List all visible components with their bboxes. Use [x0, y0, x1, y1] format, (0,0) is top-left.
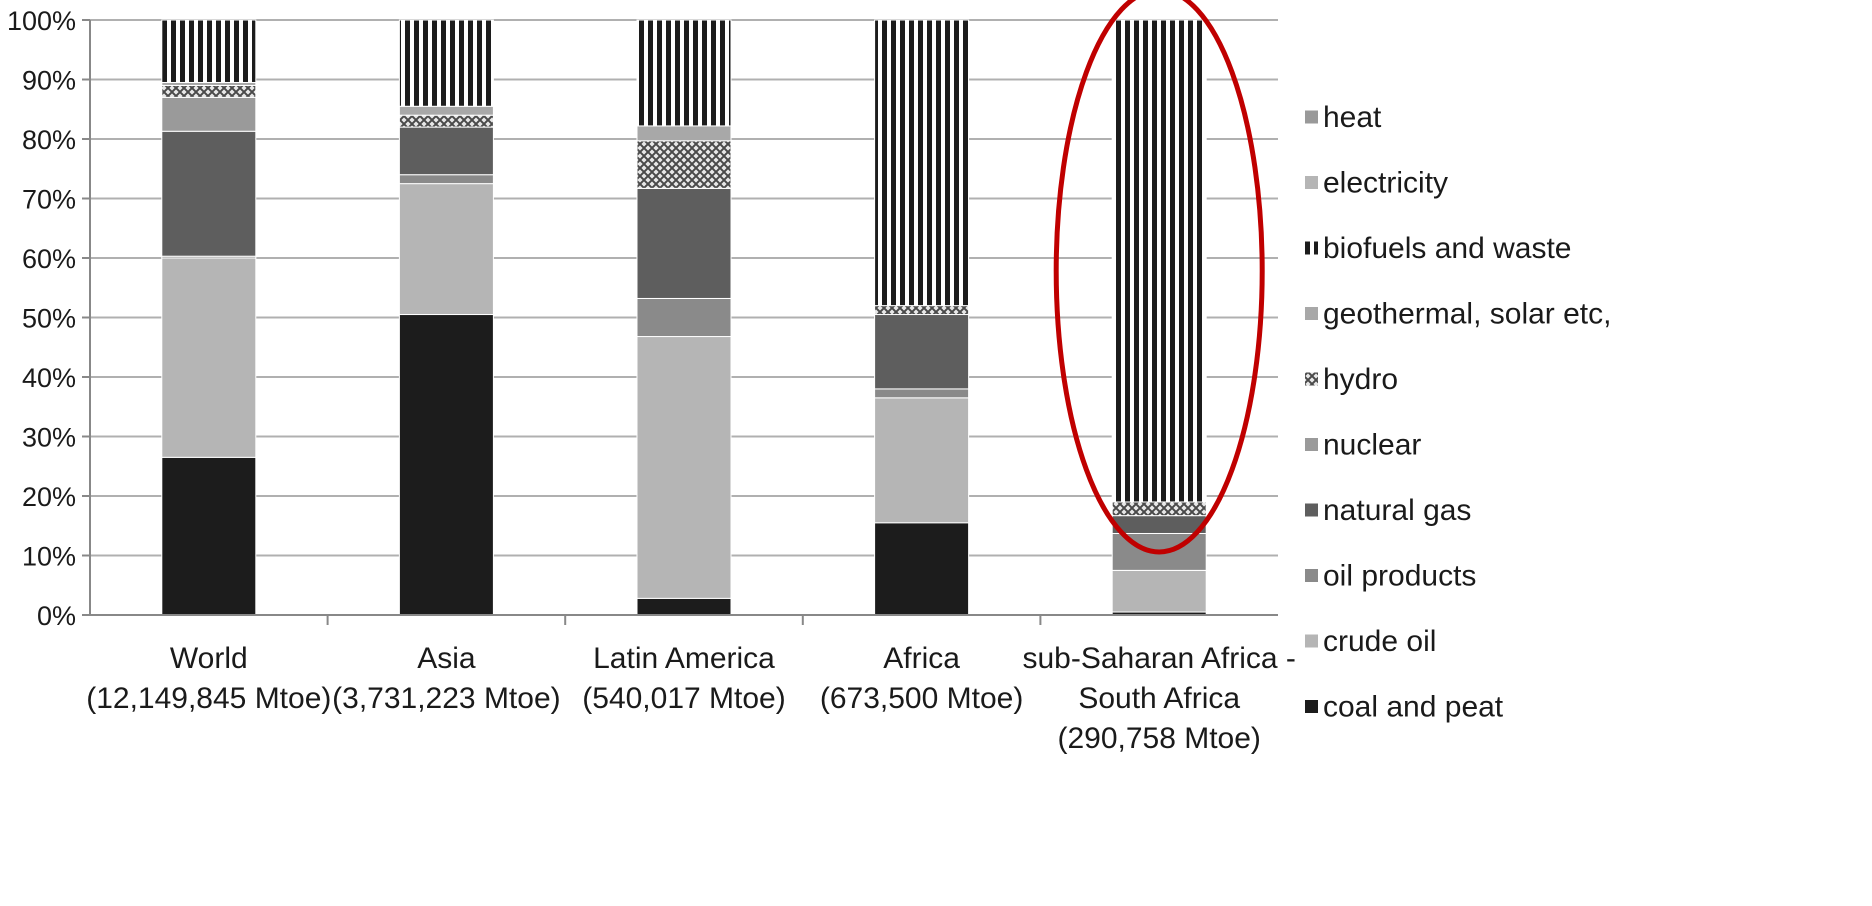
legend-item-oil-products: oil products — [1305, 560, 1476, 593]
bar-segment-hydro — [398, 114, 494, 128]
bar-segment-crude-oil — [161, 257, 257, 458]
highlight-ellipse — [1053, 0, 1265, 555]
bar-segment-coal-and-peat — [161, 456, 257, 616]
bar-segment-biofuels-and-waste — [874, 19, 970, 307]
bar-segment-nuclear — [161, 96, 257, 132]
annotations — [1053, 0, 1265, 555]
legend-item-natural-gas: natural gas — [1305, 494, 1471, 527]
x-category-label: (290,758 Mtoe) — [1057, 722, 1260, 755]
legend-swatch — [1305, 307, 1318, 320]
legend-item-crude-oil: crude oil — [1305, 625, 1436, 658]
legend-label: biofuels and waste — [1323, 232, 1572, 265]
bar-segment-biofuels-and-waste — [1111, 19, 1207, 503]
legend-item-coal-and-peat: coal and peat — [1305, 691, 1504, 724]
legend-label: electricity — [1323, 167, 1448, 200]
legend-label: crude oil — [1323, 625, 1436, 658]
legend-swatch — [1305, 176, 1318, 189]
y-tick-label: 30% — [22, 423, 76, 453]
legend-swatch — [1305, 241, 1318, 255]
bar-segment-coal-and-peat — [874, 522, 970, 616]
x-category-label: (3,731,223 Mtoe) — [332, 682, 560, 715]
legend-item-electricity: electricity — [1305, 167, 1448, 200]
legend-item-heat: heat — [1305, 101, 1382, 134]
bar-segment-hydro — [1111, 501, 1207, 517]
y-tick-label: 100% — [7, 6, 76, 36]
bar-segment-crude-oil — [1111, 569, 1207, 613]
bar-segment-crude-oil — [874, 397, 970, 524]
x-category-label: (673,500 Mtoe) — [820, 682, 1023, 715]
bar-segment-natural-gas — [636, 187, 732, 299]
x-category-label: sub-Saharan Africa - — [1022, 642, 1295, 675]
legend-item-biofuels-and-waste: biofuels and waste — [1305, 232, 1572, 265]
bar-segment-hydro — [874, 305, 970, 316]
legend-item-hydro: hydro — [1305, 363, 1398, 396]
bar-segment-natural-gas — [398, 126, 494, 176]
legend-swatch — [1305, 372, 1318, 386]
bar-segment-natural-gas — [1111, 515, 1207, 534]
bar-segment-natural-gas — [874, 314, 970, 390]
x-category-label: World — [170, 642, 248, 675]
y-tick-label: 90% — [22, 66, 76, 96]
bar-segment-crude-oil — [398, 183, 494, 316]
y-tick-label: 10% — [22, 542, 76, 572]
x-category-label: South Africa — [1078, 682, 1240, 715]
bar-segment-hydro — [636, 140, 732, 189]
bars — [161, 19, 1207, 616]
bar-segment-biofuels-and-waste — [398, 19, 494, 107]
legend-item-nuclear: nuclear — [1305, 429, 1421, 462]
legend-label: heat — [1323, 101, 1382, 134]
legend-swatch — [1305, 503, 1318, 517]
legend-label: coal and peat — [1323, 691, 1504, 724]
y-tick-label: 70% — [22, 185, 76, 215]
bar-segment-oil-products — [398, 174, 494, 185]
bar-segment-coal-and-peat — [636, 597, 732, 616]
legend-label: oil products — [1323, 560, 1476, 593]
bar-segment-crude-oil — [636, 336, 732, 599]
legend-swatch — [1305, 438, 1318, 451]
y-tick-label: 0% — [37, 601, 76, 631]
bar-segment-hydro — [161, 84, 257, 98]
bar-segment-oil-products — [874, 388, 970, 399]
x-category-label: (540,017 Mtoe) — [582, 682, 785, 715]
bar-segment-oil-products — [636, 297, 732, 338]
legend-swatch — [1305, 700, 1318, 713]
legend-label: nuclear — [1323, 429, 1421, 462]
bar-segment-biofuels-and-waste — [161, 19, 257, 83]
bar-segment-biofuels-and-waste — [636, 19, 732, 127]
y-tick-label: 50% — [22, 304, 76, 334]
bar-segment-coal-and-peat — [398, 314, 494, 616]
legend-swatch — [1305, 634, 1318, 648]
y-tick-label: 20% — [22, 482, 76, 512]
y-tick-label: 40% — [22, 363, 76, 393]
y-tick-label: 60% — [22, 244, 76, 274]
legend-label: geothermal, solar etc, — [1323, 298, 1611, 331]
axes: 0% 10% 20% 30% 40% 50% 60% 70% 80% 90% 100% World (1… — [7, 6, 1296, 755]
legend-swatch — [1305, 110, 1318, 124]
x-category-label: (12,149,845 Mtoe) — [86, 682, 331, 715]
x-category-label: Asia — [417, 642, 476, 675]
bar-segment-natural-gas — [161, 130, 257, 257]
legend-label: hydro — [1323, 363, 1398, 396]
bar-segment-geothermal-solar-etc — [398, 105, 494, 116]
legend: heat electricity biofuels and waste geother… — [1305, 101, 1611, 724]
legend-swatch — [1305, 569, 1318, 582]
bar-segment-geothermal-solar-etc — [636, 125, 732, 142]
x-category-label: Africa — [883, 642, 960, 675]
legend-label: natural gas — [1323, 494, 1471, 527]
legend-item-geothermal-solar-etc: geothermal, solar etc, — [1305, 298, 1611, 331]
x-category-label: Latin America — [593, 642, 775, 675]
y-tick-label: 80% — [22, 125, 76, 155]
